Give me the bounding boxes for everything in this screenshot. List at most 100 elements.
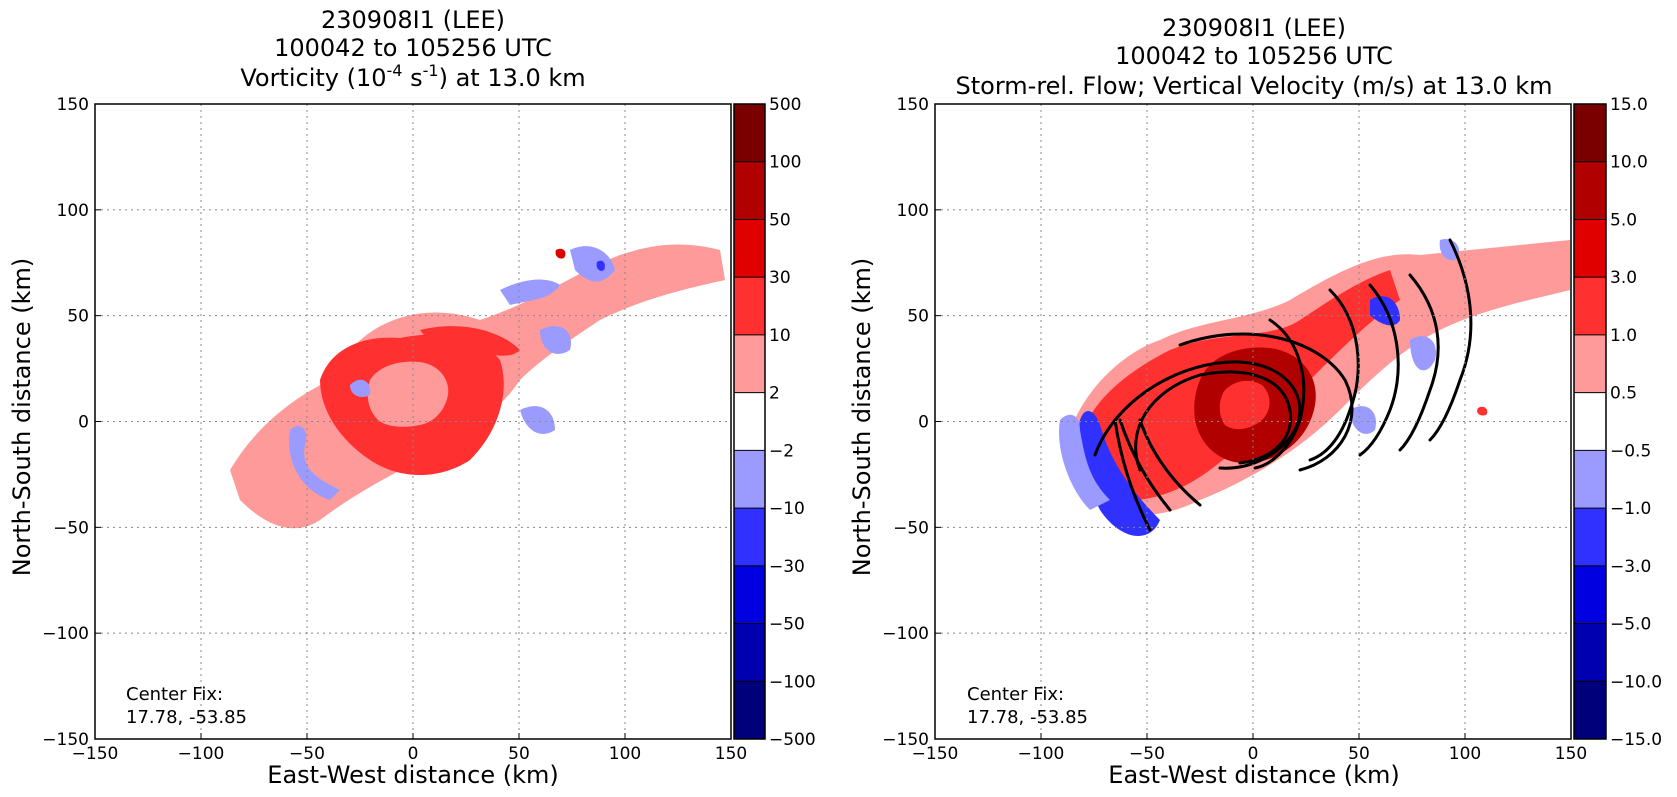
vorticity-colorbar-label-6: −2 [769,441,794,461]
vorticity-blue-patch-6 [350,379,371,397]
vorticity-colorbar-swatch-8 [734,565,765,625]
vorticity-colorbar-label-10: −100 [769,672,816,692]
velocity-colorbar-swatch-3 [1574,277,1606,336]
velocity-x-axis-label: East-West distance (km) [1108,761,1399,789]
velocity-x-tick-label-0: −150 [912,744,959,764]
velocity-x-tick-label-1: −100 [1018,744,1065,764]
streamline-11 [1113,418,1152,532]
vorticity-x-tick-label-1: −100 [178,744,225,764]
velocity-blue-patch-2 [1059,414,1110,510]
velocity-x-tick-label-5: 100 [1449,744,1481,764]
velocity-x-tick-labels: −150 −100 −50 0 50 100 150 [912,733,1587,764]
vorticity-title-part1: Vorticity (10 [240,64,386,92]
vorticity-panel: 230908I1 (LEE) 100042 to 105256 UTC Vort… [8,6,816,789]
vorticity-blue-patch-1 [289,425,340,500]
vorticity-y-tick-label-2: −50 [53,518,89,538]
vorticity-colorbar-label-11: −500 [769,730,816,750]
vorticity-colorbar-label-7: −10 [769,499,805,519]
velocity-y-tick-label-5: 100 [897,201,929,221]
velocity-colorbar-label-11: −15.0 [1610,730,1662,750]
vorticity-colorbar-label-4: 10 [769,326,791,346]
velocity-colorbar-swatch-9 [1574,623,1606,682]
vorticity-field [230,244,725,529]
velocity-y-tick-label-4: 50 [907,307,929,327]
vorticity-blue-patch-3 [570,246,615,282]
velocity-y-tick-label-2: −50 [893,518,929,538]
vorticity-red-patch [420,326,520,356]
vorticity-x-axis-label: East-West distance (km) [267,761,558,789]
streamline-4 [1253,318,1306,470]
velocity-title-line3: Storm-rel. Flow; Vertical Velocity (m/s)… [956,72,1553,100]
streamline-9 [1118,418,1172,512]
streamline-7 [1398,273,1440,452]
velocity-y-axis-label: North-South distance (km) [848,258,876,577]
velocity-blue-patch-3 [1370,296,1400,326]
vorticity-title-line2: 100042 to 105256 UTC [274,34,552,62]
velocity-colorbar-swatch-6 [1574,450,1606,509]
velocity-colorbar-label-6: −0.5 [1610,441,1651,461]
vorticity-blue-patch-4 [540,326,571,354]
velocity-colorbar-label-8: −3.0 [1610,557,1651,577]
velocity-center-fix-label: Center Fix: [967,684,1064,705]
vorticity-y-tick-label-0: −150 [42,730,89,750]
vorticity-y-tick-label-6: 150 [57,95,89,115]
vorticity-y-tick-label-5: 100 [57,201,89,221]
velocity-colorbar-label-7: −1.0 [1610,499,1651,519]
vorticity-x-tick-label-0: −150 [72,744,119,764]
streamline-10 [1138,418,1202,507]
velocity-deep-red-ring [1194,347,1316,464]
vorticity-x-tick-label-4: 50 [508,744,530,764]
vorticity-title-part2: s [402,64,422,92]
velocity-colorbar-label-2: 5.0 [1610,210,1637,230]
velocity-y-tick-label-3: 0 [918,413,929,433]
velocity-blue-patch-5 [1350,406,1376,434]
velocity-colorbar-label-0: 15.0 [1610,95,1648,115]
velocity-red-band [1074,270,1400,501]
velocity-blue-patch-6 [1439,239,1460,261]
vorticity-x-tick-label-5: 100 [609,744,641,764]
vorticity-y-tick-label-3: 0 [78,413,89,433]
vorticity-dark-blue-dot [596,260,605,271]
velocity-y-tick-label-1: −100 [882,624,929,644]
velocity-colorbar-swatch-4 [1574,334,1606,394]
vorticity-y-tick-label-1: −100 [42,624,89,644]
velocity-colorbar-swatch-8 [1574,565,1606,625]
velocity-colorbar: 15.0 10.0 5.0 3.0 1.0 0.5 −0.5 −1.0 −3.0 −5.0 −10.… [1573,95,1662,750]
velocity-colorbar-frame [1573,103,1607,740]
velocity-y-tick-labels: −150 −100 −50 0 50 100 150 [882,95,941,750]
vorticity-colorbar-swatch-3 [734,277,765,336]
velocity-colorbar-swatch-5 [1574,392,1606,451]
velocity-colorbar-swatch-10 [1574,681,1606,740]
vorticity-colorbar-swatch-0 [734,104,765,163]
vorticity-colorbar-swatch-2 [734,219,765,278]
velocity-colorbar-label-1: 10.0 [1610,153,1648,173]
streamline-5 [1308,288,1360,462]
vorticity-pink-outer-arc [300,417,334,470]
vorticity-colorbar-label-2: 50 [769,210,791,230]
vorticity-title-line3: Vorticity (10-4 s-1) at 13.0 km [240,61,585,92]
streamline-3 [1178,332,1354,472]
velocity-colorbar-label-10: −10.0 [1610,672,1662,692]
vorticity-y-axis-label: North-South distance (km) [8,258,36,577]
velocity-colorbar-swatch-1 [1574,161,1606,220]
velocity-colorbar-label-9: −5.0 [1610,615,1651,635]
vorticity-colorbar-label-1: 100 [769,153,801,173]
vorticity-title-sup2: -1 [423,61,439,80]
velocity-x-tick-label-3: 0 [1248,744,1259,764]
velocity-title-line1: 230908I1 (LEE) [1162,14,1346,42]
vorticity-colorbar-swatch-10 [734,681,765,740]
velocity-x-tick-label-6: 150 [1555,744,1587,764]
velocity-title-line2: 100042 to 105256 UTC [1115,42,1393,70]
vorticity-x-tick-labels: −150 −100 −50 0 50 100 150 [72,733,747,764]
vorticity-colorbar-label-0: 500 [769,95,801,115]
velocity-y-tick-label-0: −150 [882,730,929,750]
velocity-field [1059,239,1570,537]
vertical-velocity-panel: 230908I1 (LEE) 100042 to 105256 UTC Stor… [848,14,1662,789]
vorticity-center-fix-label: Center Fix: [126,684,223,705]
vorticity-center-fix-value: 17.78, -53.85 [126,707,247,728]
vorticity-title-sup1: -4 [387,61,403,80]
velocity-colorbar-label-4: 1.0 [1610,326,1637,346]
vorticity-colorbar-label-5: 2 [769,384,780,404]
vorticity-dark-red-patch [555,248,566,259]
